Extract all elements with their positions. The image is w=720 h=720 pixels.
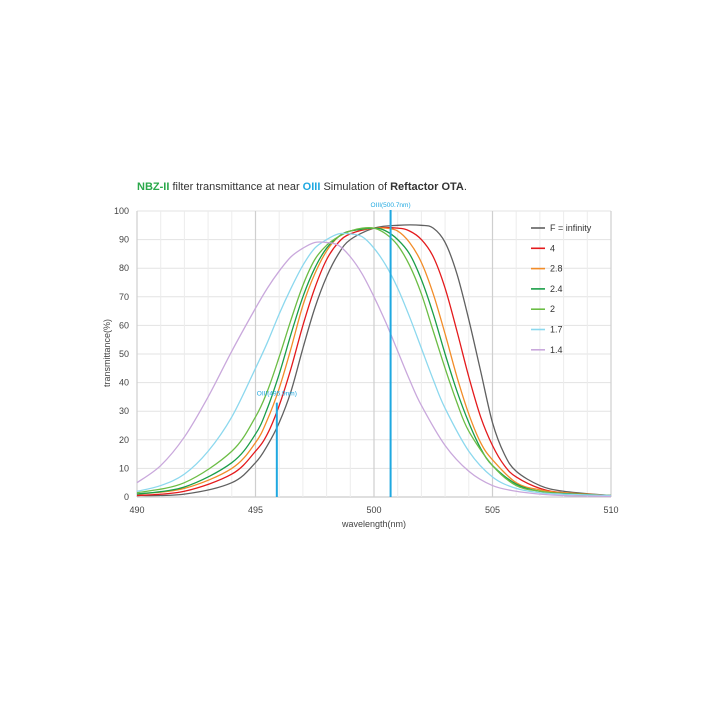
x-tick-label: 510: [603, 505, 618, 515]
title-part-sim: Simulation of: [320, 181, 391, 193]
title-part-oiii: OIII: [302, 181, 321, 193]
series-line-5: [136, 232, 612, 497]
legend-label-3: 2.4: [550, 284, 563, 294]
y-tick-label: 80: [119, 263, 129, 273]
series-line-6: [136, 241, 612, 498]
legend-label-5: 1.7: [550, 325, 563, 335]
y-tick-label: 30: [119, 406, 129, 416]
title-part-ota: Reftactor OTA: [390, 181, 464, 193]
series-line-2: [136, 227, 612, 497]
series-line-4: [136, 226, 612, 497]
y-tick-label: 10: [119, 463, 129, 473]
series-line-1: [136, 226, 612, 497]
series-lines: [136, 224, 612, 498]
y-tick-label: 90: [119, 235, 129, 245]
legend-label-4: 2: [550, 304, 555, 314]
y-tick-label: 20: [119, 435, 129, 445]
legend-label-2: 2.8: [550, 264, 563, 274]
x-tick-label: 495: [248, 505, 263, 515]
oiii-500-7-label: OIII(500.7nm): [371, 202, 411, 209]
series-line-0: [136, 224, 612, 497]
title-part-text: filter transmittance at near: [169, 181, 303, 193]
y-tick-label: 70: [119, 292, 129, 302]
title-part-filter: NBZ-II: [137, 181, 170, 193]
y-tick-label: 50: [119, 349, 129, 359]
x-tick-label: 505: [485, 505, 500, 515]
x-axis-label: wavelength(nm): [341, 519, 406, 529]
oiii-495-9-label: OIII(495.9nm): [257, 391, 297, 398]
title-part-period: .: [463, 181, 467, 193]
y-axis-label: transmittance(%): [102, 319, 112, 387]
annotation-layer: OIII(500.7nm) OIII(495.9nm): [257, 202, 411, 497]
x-tick-label: 490: [129, 505, 144, 515]
gridlines: [136, 210, 612, 498]
y-tick-label: 0: [124, 492, 129, 502]
legend-label-1: 4: [550, 243, 555, 253]
x-tick-label: 500: [366, 505, 381, 515]
legend-label-6: 1.4: [550, 345, 563, 355]
legend: F = infinity 4 2.8 2.4 2 1.7 1.4: [531, 223, 592, 355]
chart-title: NBZ-II filter transmittance at near OIII…: [137, 181, 467, 193]
y-tick-label: 60: [119, 320, 129, 330]
legend-label-0: F = infinity: [550, 223, 592, 233]
tick-labels: 0 10 20 30 40 50 60 70 80 90 100 490 495 500 505 510: [114, 206, 619, 515]
y-tick-label: 100: [114, 206, 129, 216]
y-tick-label: 40: [119, 378, 129, 388]
